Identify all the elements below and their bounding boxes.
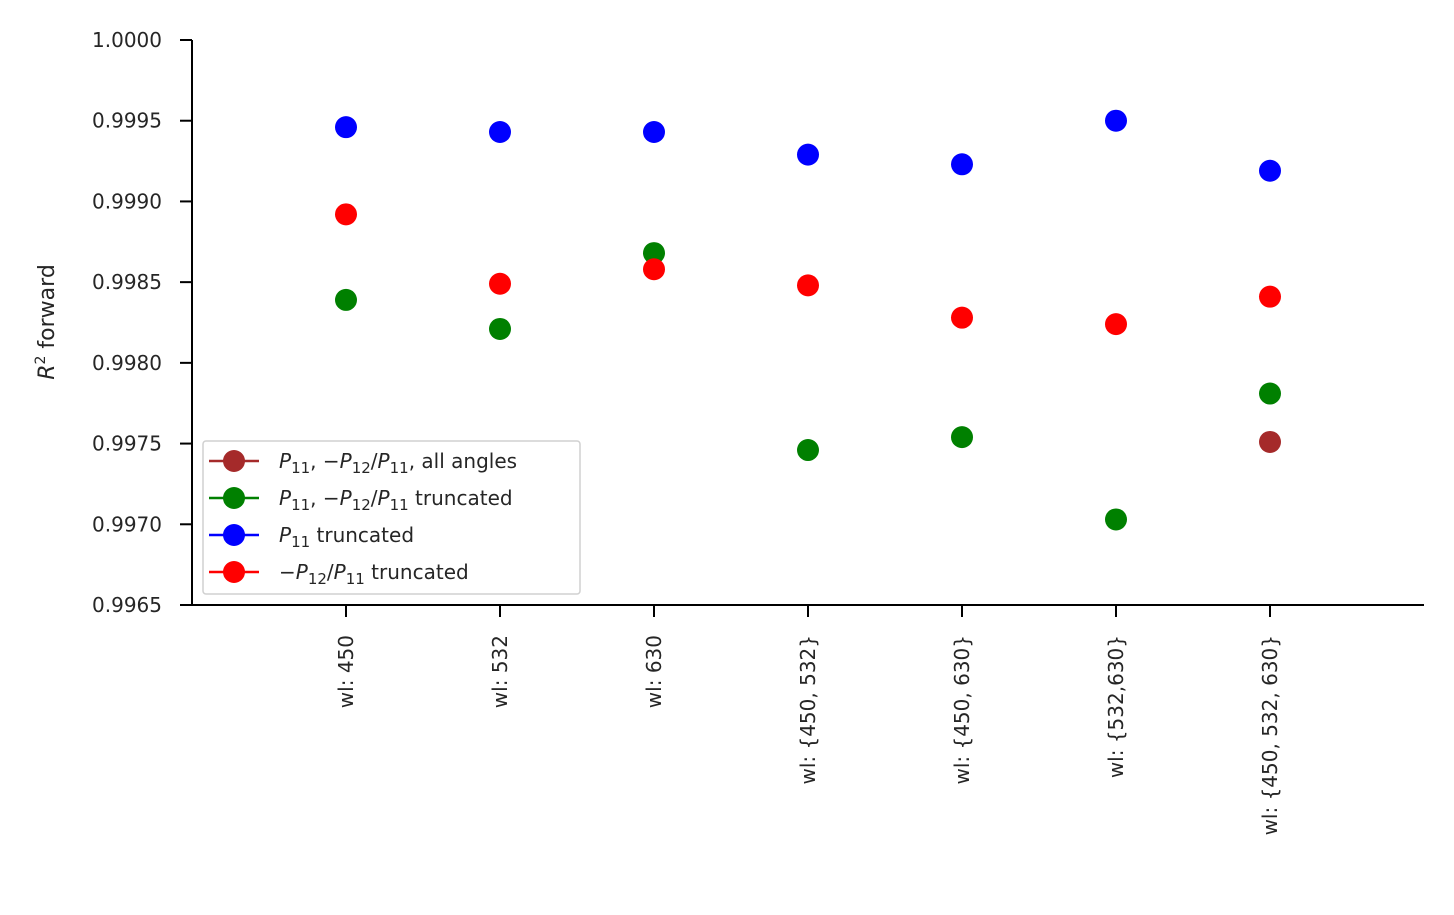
data-point bbox=[335, 116, 357, 139]
y-axis-label: R2 forward bbox=[33, 264, 60, 380]
legend-label: −P12/P11 truncated bbox=[279, 560, 469, 588]
legend-entry: −P12/P11 truncated bbox=[209, 560, 469, 588]
y-tick-label: 0.9995 bbox=[92, 109, 162, 133]
data-point bbox=[643, 258, 665, 281]
data-point bbox=[797, 143, 819, 166]
legend-label: P11, −P12/P11, all angles bbox=[279, 449, 517, 477]
legend-marker bbox=[223, 487, 245, 509]
x-tick-label: wl: {532,630} bbox=[1104, 635, 1128, 778]
x-axis-ticks: wl: 450 wl: 532 wl: 630 wl: {450, 532} wl: {… bbox=[334, 605, 1282, 835]
data-point bbox=[335, 203, 357, 226]
x-tick-label: wl: 450 bbox=[334, 635, 358, 708]
data-point bbox=[951, 153, 973, 176]
x-tick-label: wl: 630 bbox=[642, 635, 666, 708]
y-tick-label: 0.9965 bbox=[92, 593, 162, 617]
y-tick-label: 0.9985 bbox=[92, 270, 162, 294]
y-tick-label: 0.9970 bbox=[92, 512, 162, 536]
data-point bbox=[951, 306, 973, 329]
x-tick-label: wl: {450, 532} bbox=[796, 635, 820, 785]
data-point bbox=[797, 439, 819, 462]
y-tick-label: 0.9980 bbox=[92, 351, 162, 375]
data-point bbox=[1259, 430, 1281, 453]
y-tick-label: 0.9975 bbox=[92, 432, 162, 456]
x-tick-label: wl: {450, 630} bbox=[950, 635, 974, 785]
y-tick-label: 1.0000 bbox=[92, 28, 162, 52]
data-point bbox=[951, 426, 973, 449]
data-point bbox=[1105, 109, 1127, 132]
legend-marker bbox=[223, 561, 245, 583]
legend-marker bbox=[223, 524, 245, 546]
legend-entry: P11, −P12/P11 truncated bbox=[209, 486, 513, 514]
data-point bbox=[1259, 159, 1281, 182]
data-point bbox=[1105, 508, 1127, 531]
legend-label: P11, −P12/P11 truncated bbox=[279, 486, 513, 514]
data-point bbox=[335, 288, 357, 311]
y-tick-label: 0.9990 bbox=[92, 189, 162, 213]
data-point bbox=[489, 121, 511, 144]
data-point bbox=[489, 272, 511, 295]
legend-label: P11 truncated bbox=[279, 523, 414, 551]
data-points bbox=[335, 109, 1281, 531]
data-point bbox=[489, 317, 511, 340]
legend-marker bbox=[223, 450, 245, 472]
legend-entry: P11 truncated bbox=[209, 523, 414, 551]
x-tick-label: wl: {450, 532, 630} bbox=[1258, 635, 1282, 835]
data-point bbox=[1259, 285, 1281, 308]
data-point bbox=[643, 242, 665, 265]
data-point bbox=[1105, 313, 1127, 336]
y-axis-ticks: 0.9965 0.9970 0.9975 0.9980 0.9985 0.9990 0.99… bbox=[92, 28, 192, 617]
data-point bbox=[797, 274, 819, 297]
data-point bbox=[643, 121, 665, 144]
legend-box bbox=[202, 440, 581, 595]
x-tick-label: wl: 532 bbox=[488, 635, 512, 708]
data-point bbox=[1259, 382, 1281, 405]
legend: P11, −P12/P11, all angles P11, −P12/P11 t… bbox=[202, 440, 581, 595]
legend-entry: P11, −P12/P11, all angles bbox=[209, 449, 517, 477]
